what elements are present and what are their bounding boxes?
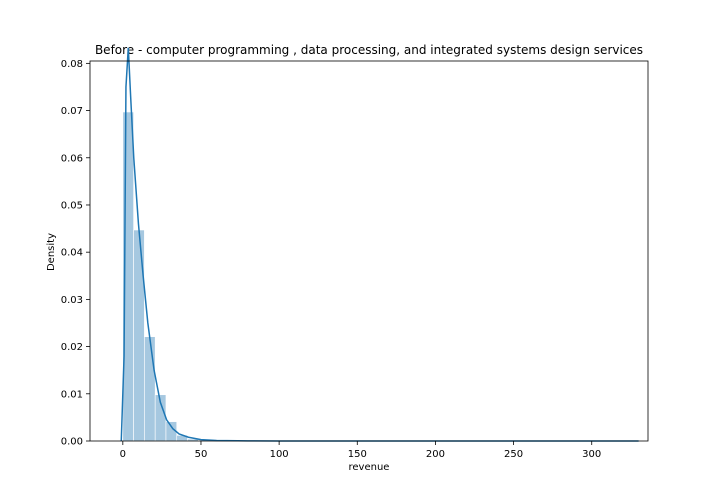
x-tick-label: 300	[582, 449, 601, 460]
y-tick-label: 0.05	[61, 200, 83, 211]
x-axis-label: revenue	[349, 462, 390, 473]
y-tick-label: 0.00	[61, 437, 83, 448]
kde-line	[120, 47, 639, 442]
plot-frame	[89, 60, 649, 442]
x-tick-label: 50	[195, 449, 208, 460]
y-tick-label: 0.02	[61, 342, 83, 353]
y-tick-label: 0.04	[61, 248, 83, 259]
chart-title: Before - computer programming , data pro…	[95, 43, 643, 57]
histogram-bar	[144, 336, 156, 442]
x-tick-label: 150	[348, 449, 367, 460]
y-tick-label: 0.08	[61, 59, 83, 70]
y-tick-label: 0.07	[61, 106, 83, 117]
plot-area: 0 50 100 150 200 250 300 0.00 0.01 0.02 0.03 0.04 0.…	[61, 47, 649, 460]
x-tick-label: 250	[504, 449, 523, 460]
y-tick-label: 0.03	[61, 295, 83, 306]
histogram-bar	[133, 229, 145, 442]
x-tick-label: 100	[270, 449, 289, 460]
x-tick-label: 0	[120, 449, 126, 460]
y-tick-label: 0.01	[61, 389, 83, 400]
x-tick-label: 200	[426, 449, 445, 460]
y-tick-label: 0.06	[61, 153, 83, 164]
y-axis-label: Density	[46, 233, 57, 271]
